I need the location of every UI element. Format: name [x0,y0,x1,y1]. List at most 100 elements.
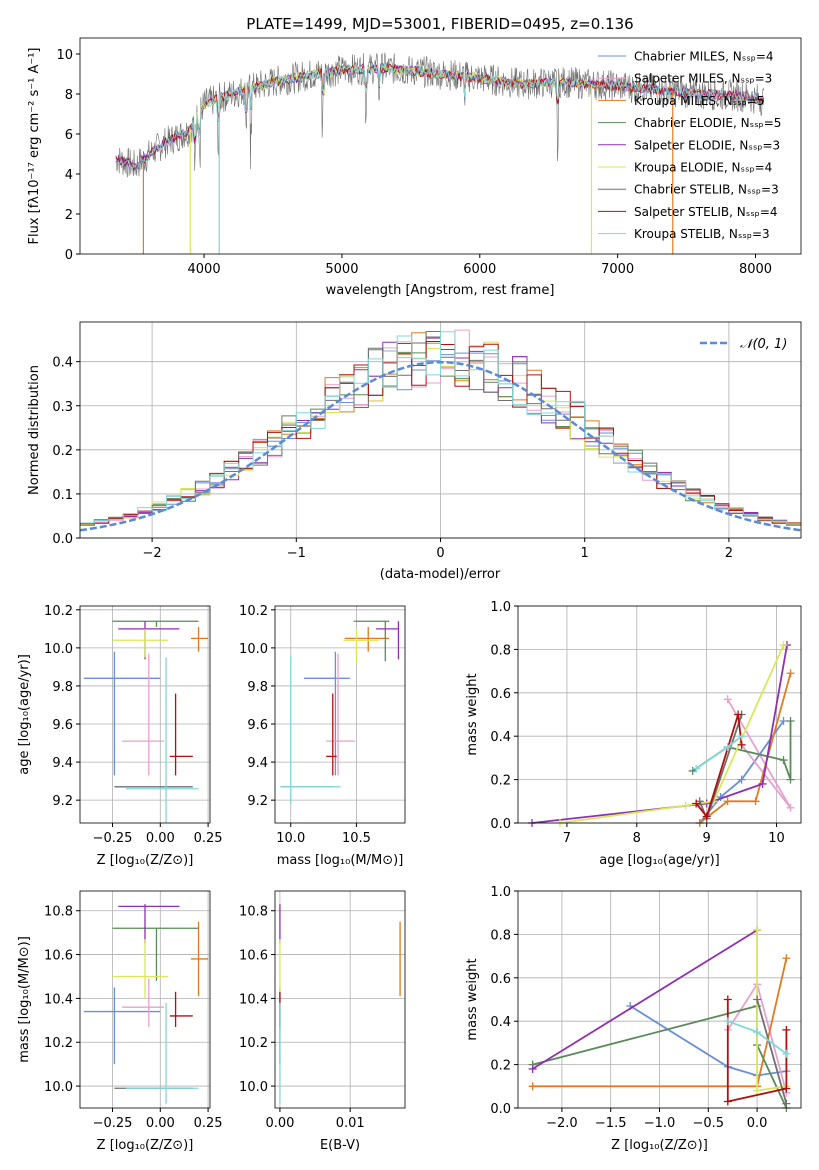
y-tick-label: 1.0 [490,885,511,900]
x-tick-label: 0.01 [336,1116,365,1131]
spectrum-lines [115,52,765,254]
weight-marker [782,1025,791,1034]
x-tick-label: −1 [287,546,306,561]
axes-frame [79,890,211,1109]
spectrum-series-line [115,63,765,172]
y-tick-label: 10.0 [239,1080,268,1095]
x-tick-label: 10.5 [342,831,371,846]
weight-marker [782,1049,791,1058]
y-tick-label: 10.0 [44,1080,73,1095]
y-tick-label: 9.2 [52,794,73,809]
x-tick-label: 0.25 [194,831,223,846]
y-tick-label: 10.2 [239,1036,268,1051]
legend-entry: Chabrier ELODIE, Nₛₛₚ=5 [634,116,781,130]
y-tick-label: 9.8 [52,680,73,695]
x-tick-label: 7 [563,831,571,846]
axes-frame [517,605,802,824]
weight-marker [753,995,762,1004]
x-tick-label: −0.25 [93,1116,133,1131]
weight-marker [723,1097,732,1106]
weight-marker [779,756,788,765]
x-axis-label: mass [log₁₀(M/M⊙)] [277,853,404,868]
weight-line [531,644,788,824]
x-tick-label: 1 [581,546,589,561]
x-tick-label: 7000 [601,262,634,277]
y-tick-label: 0.6 [490,972,511,987]
y-tick-label: 10.4 [239,992,268,1007]
x-tick-label: 2 [725,546,733,561]
weight-marker [779,641,788,650]
x-tick-label: 0 [436,546,444,561]
y-axis-label: mass weight [465,958,480,1040]
y-tick-label: 10 [56,48,73,63]
weight-marker [753,926,762,935]
x-tick-label: 8 [633,831,641,846]
y-tick-label: 10.0 [44,642,73,657]
legend-entry: Chabrier STELIB, Nₛₛₚ=3 [634,183,779,197]
weight-marker [723,743,732,752]
x-tick-label: 0.25 [194,1116,223,1131]
x-tick-label: −1.5 [595,1116,627,1131]
y-tick-label: 9.6 [247,718,268,733]
residuals-panel: −2 −1 0 1 2 0.0 0.1 0.2 0.3 0.4 (data-model)/erro… [27,321,802,582]
legend-entry: Kroupa ELODIE, Nₛₛₚ=4 [634,161,772,175]
spectrum-series-line [115,62,765,170]
x-tick-label: 5000 [325,262,358,277]
x-tick-label: 0.00 [146,1116,175,1131]
y-tick-label: 6 [65,128,73,143]
y-tick-label: 9.4 [52,756,73,771]
y-tick-label: 10.8 [44,905,73,920]
x-tick-label: −1.0 [644,1116,676,1131]
y-tick-label: 10.2 [44,1036,73,1051]
legend-entry: Kroupa STELIB, Nₛₛₚ=3 [634,227,770,241]
weight-marker [737,775,746,784]
spectrum-ylabel: Flux [fλ10⁻¹⁷ erg cm⁻² s⁻¹ A⁻¹] [27,48,42,245]
weight-marker [786,803,795,812]
y-tick-label: 0.6 [490,687,511,702]
x-tick-label: −0.5 [693,1116,725,1131]
weight_vs_age-panel: 7 8 9 10 0.0 0.2 0.4 0.6 0.8 1.0 age [log₁₀(age/yr… [465,600,802,868]
x-axis-label: E(B-V) [320,1138,360,1153]
mass_vs_ebv-panel: 0.00 0.01 10.0 10.2 10.4 10.6 10.8 E(B-V) [239,890,406,1153]
histogram-step [80,331,801,525]
mass_vs_Z-panel: −0.25 0.00 0.25 10.0 10.2 10.4 10.6 10.8 Z [log₁… [17,890,223,1153]
y-tick-label: 9.4 [247,756,268,771]
normal-legend-label: 𝒩(0, 1) [740,337,787,352]
weight-line [756,999,788,1104]
weight-marker [786,669,795,678]
weight-marker [723,1017,732,1026]
weight-line [726,999,788,1103]
x-axis-label: Z [log₁₀(Z/Z⊙)] [97,1138,194,1153]
spectrum-title: PLATE=1499, MJD=53001, FIBERID=0495, z=0… [246,15,633,33]
weight-marker [753,1086,762,1095]
y-tick-label: 0.2 [490,1059,511,1074]
y-tick-label: 0 [65,248,73,263]
weight-marker [737,732,746,741]
weight-marker [528,1082,537,1091]
y-tick-label: 0.1 [52,488,73,503]
weight-line [559,644,785,824]
weight-marker [723,995,732,1004]
axes-frame [274,605,406,824]
weight-marker [692,799,701,808]
y-tick-label: 0.4 [490,730,511,745]
y-tick-label: 10.0 [239,642,268,657]
x-tick-label: 6000 [463,262,496,277]
axes-frame [274,890,406,1109]
weight-line [532,958,788,1088]
spectrum-plot-area [115,52,765,254]
legend-entry: Salpeter ELODIE, Nₛₛₚ=3 [634,138,780,152]
x-tick-label: −2.0 [546,1116,578,1131]
weight-marker [782,954,791,963]
residuals-ylabel: Normed distribution [27,365,42,495]
y-tick-label: 8 [65,88,73,103]
y-tick-label: 0.3 [52,400,73,415]
age_vs_Z-panel: −0.25 0.00 0.25 9.2 9.4 9.6 9.8 10.0 10.2 Z [log₁… [17,604,223,868]
x-tick-label: 10.0 [276,831,305,846]
weight-marker [692,764,701,773]
weight-line [629,1005,787,1077]
x-tick-label: −0.25 [93,831,133,846]
spectrum-xlabel: wavelength [Angstrom, rest frame] [326,283,555,298]
x-tick-label: 8000 [739,262,772,277]
